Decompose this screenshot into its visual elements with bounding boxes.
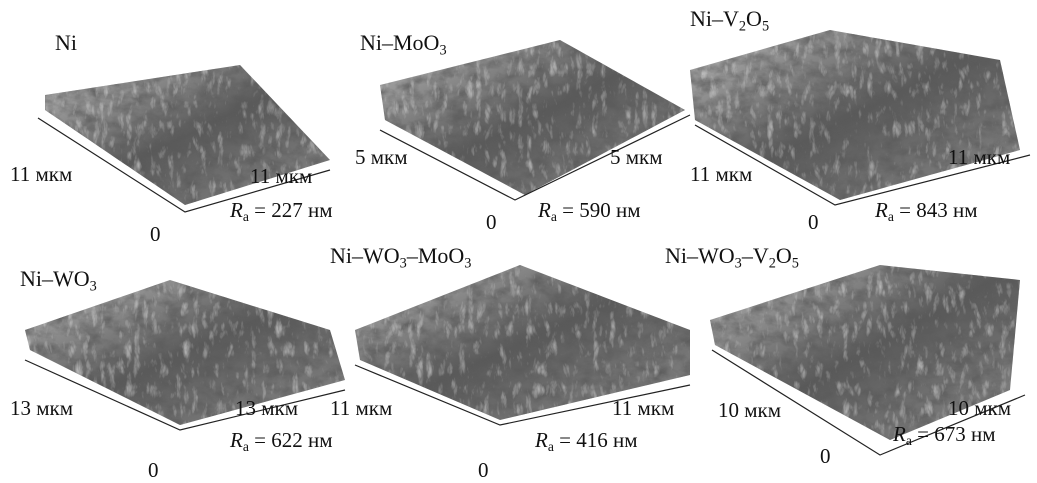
panel-title: Ni–WO3: [20, 268, 97, 294]
roughness-value: = 590 нм: [557, 198, 641, 222]
axis-label-right: 11 мкм: [612, 398, 674, 419]
roughness-symbol: R: [875, 198, 888, 222]
panel-title: Ni: [55, 32, 77, 54]
origin-label: 0: [820, 446, 831, 467]
roughness-value: = 673 нм: [912, 422, 996, 446]
origin-label: 0: [148, 460, 159, 481]
panel-title: Ni–MoO3: [360, 32, 447, 58]
axis-label-left: 13 мкм: [10, 398, 73, 419]
origin-label: 0: [150, 224, 161, 245]
panel-title: Ni–WO3–MoO3: [330, 245, 471, 271]
axis-label-left: 11 мкм: [330, 398, 392, 419]
roughness-value: = 416 нм: [554, 428, 638, 452]
roughness-label: Ra = 673 нм: [893, 424, 996, 448]
roughness-label: Ra = 590 нм: [538, 200, 641, 224]
axis-label-right: 5 мкм: [610, 147, 663, 168]
roughness-label: Ra = 843 нм: [875, 200, 978, 224]
origin-label: 0: [808, 212, 819, 233]
surface-highlights: [380, 40, 685, 195]
roughness-label: Ra = 227 нм: [230, 200, 333, 224]
panel-title: Ni–WO3–V2O5: [665, 245, 799, 271]
axis-label-right: 11 мкм: [948, 147, 1010, 168]
axis-label-left: 5 мкм: [355, 147, 408, 168]
axis-label-right: 11 мкм: [250, 166, 312, 187]
panel-title: Ni–V2O5: [690, 8, 769, 34]
roughness-label: Ra = 416 нм: [535, 430, 638, 454]
origin-label: 0: [486, 212, 497, 233]
roughness-value: = 227 нм: [249, 198, 333, 222]
roughness-symbol: R: [230, 198, 243, 222]
roughness-symbol: R: [535, 428, 548, 452]
axis-label-left: 10 мкм: [718, 400, 781, 421]
figure: Ni 11 мкм 11 мкм 0 Ra = 227 нм Ni–MoO3 5 мкм 5 …: [0, 0, 1037, 483]
roughness-label: Ra = 622 нм: [230, 430, 333, 454]
roughness-value: = 843 нм: [894, 198, 978, 222]
axis-label-right: 10 мкм: [948, 398, 1011, 419]
roughness-symbol: R: [538, 198, 551, 222]
roughness-value: = 622 нм: [249, 428, 333, 452]
axis-label-left: 11 мкм: [690, 164, 752, 185]
roughness-symbol: R: [893, 422, 906, 446]
origin-label: 0: [478, 460, 489, 481]
axis-label-left: 11 мкм: [10, 164, 72, 185]
axis-label-right: 13 мкм: [235, 398, 298, 419]
roughness-symbol: R: [230, 428, 243, 452]
